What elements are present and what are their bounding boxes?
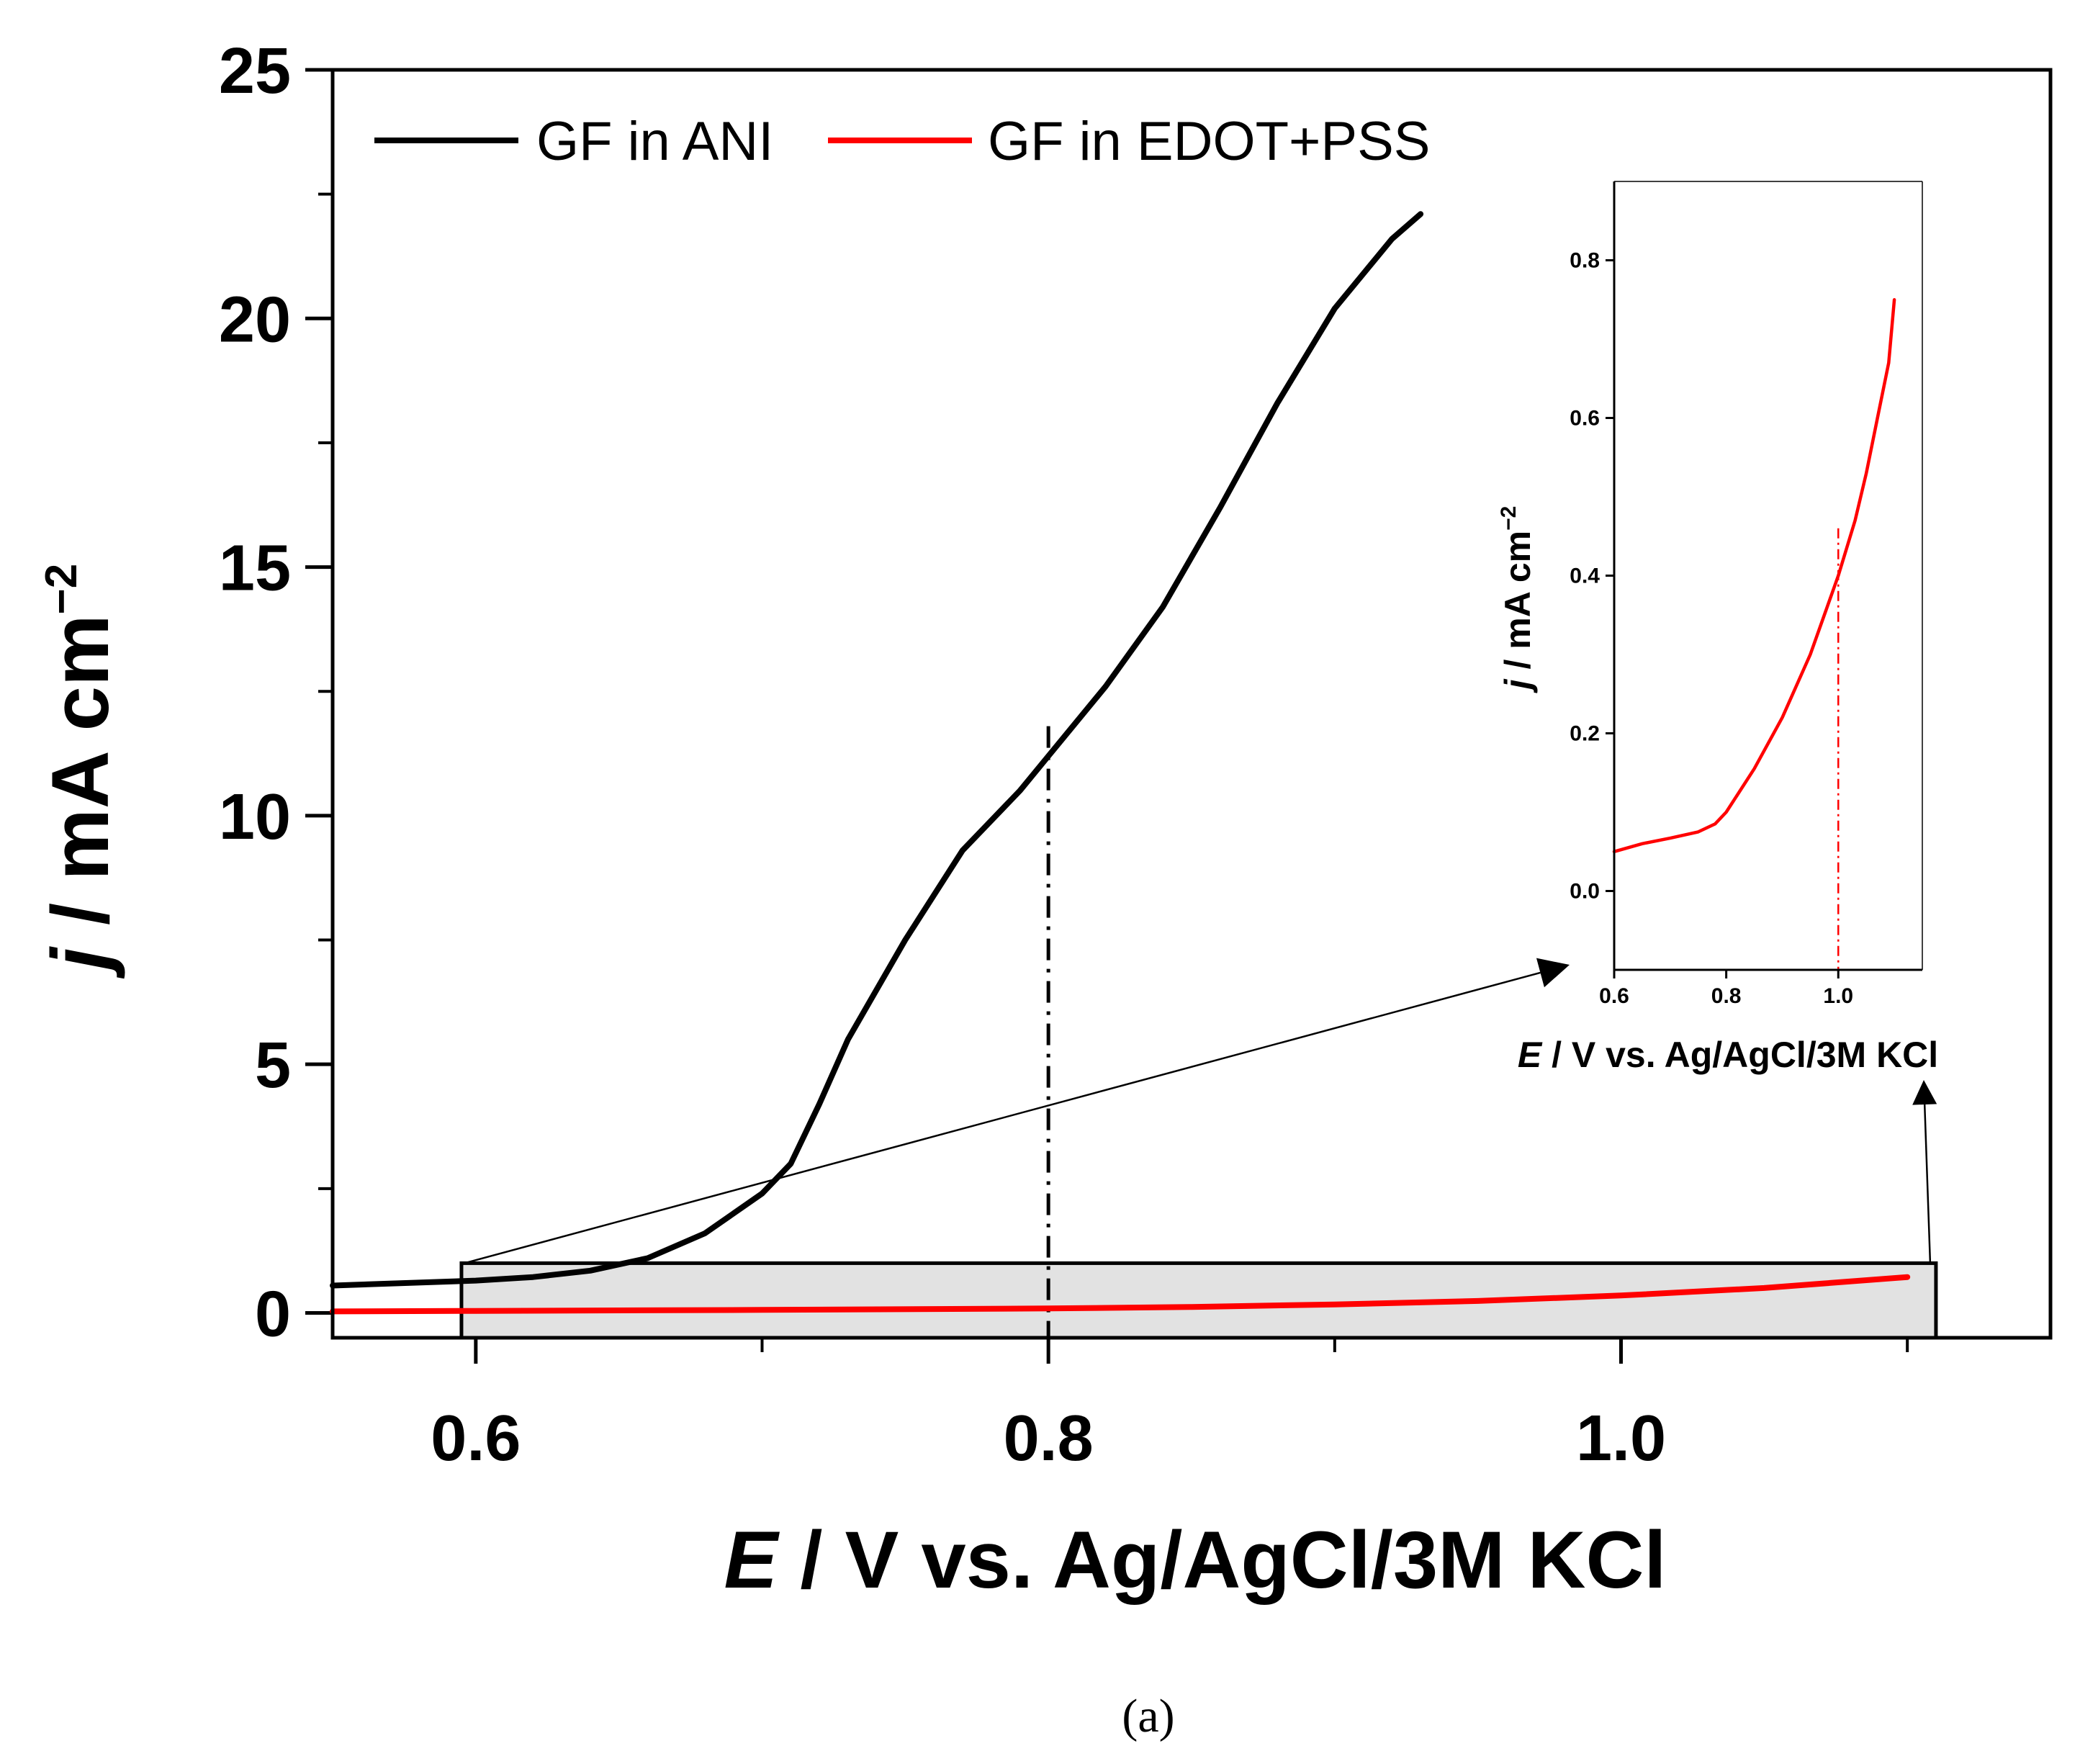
- main-x-tick-label: 0.6: [431, 1403, 521, 1475]
- main-y-tick-label: 0: [255, 1278, 291, 1350]
- series-line-gf-in-edot-pss: [330, 1274, 1911, 1315]
- inset-y-label-sup: −2: [1497, 506, 1521, 531]
- inset-y-tick-label: 0.8: [1570, 249, 1600, 273]
- zoom-connector-line: [464, 971, 1541, 1264]
- inset-series-line-gf-in-edot-pss: [1612, 298, 1896, 854]
- inset-y-axis-label: j / mA cm−2: [1497, 506, 1538, 694]
- inset-plot: 0.0 0.2 0.4 0.6 0.8 0.6 0.8 1.0 E / V vs. Ag/Ag…: [1497, 181, 1938, 1075]
- main-x-label-symbol: E: [724, 1515, 780, 1605]
- legend-label-edot: GF in EDOT+PSS: [988, 111, 1431, 172]
- main-y-tick-label: 5: [255, 1030, 291, 1102]
- inset-y-tick-label: 0.2: [1570, 722, 1600, 746]
- main-x-tick-label: 1.0: [1576, 1403, 1666, 1475]
- main-x-tick-label: 0.8: [1004, 1403, 1094, 1475]
- inset-x-label-symbol: E: [1518, 1035, 1543, 1075]
- zoom-arrowhead: [1536, 958, 1570, 988]
- zoom-connector-line: [1923, 1104, 1932, 1264]
- inset-y-tick-label: 0.6: [1570, 407, 1600, 431]
- inset-x-tick-label: 0.6: [1599, 984, 1629, 1008]
- inset-series-group: [1612, 298, 1896, 854]
- inset-x-tick-label: 0.8: [1711, 984, 1742, 1008]
- series-line-gf-in-ani: [330, 211, 1424, 1289]
- inset-frame: [1613, 181, 1923, 971]
- inset-background: [1614, 181, 1922, 970]
- legend: GF in ANI GF in EDOT+PSS: [374, 111, 1431, 172]
- figure-caption: (a): [1122, 1690, 1174, 1742]
- main-series-group: [330, 211, 1911, 1315]
- main-plot-frame: [330, 68, 2053, 1340]
- inset-y-label-text: / mA cm: [1498, 531, 1538, 680]
- inset-x-axis-label: E / V vs. Ag/AgCl/3M KCl: [1518, 1035, 1938, 1075]
- main-y-tick-label: 25: [219, 35, 291, 107]
- zoom-arrowhead: [1912, 1080, 1937, 1105]
- main-y-label-text: / mA cm: [35, 614, 125, 948]
- inset-x-label-text: / V vs. Ag/AgCl/3M KCl: [1541, 1035, 1938, 1075]
- zoom-region-box: [459, 1261, 1938, 1340]
- legend-label-ani: GF in ANI: [536, 111, 773, 172]
- main-y-tick-label: 15: [219, 533, 291, 605]
- inset-y-label-symbol: j: [1498, 678, 1538, 693]
- main-y-axis-label: j / mA cm−2: [35, 564, 125, 979]
- main-y-label-sup: −2: [37, 564, 86, 615]
- main-x-label-text: / V vs. Ag/AgCl/3M KCl: [778, 1515, 1666, 1605]
- main-x-axis-label: E / V vs. Ag/AgCl/3M KCl: [724, 1515, 1667, 1605]
- main-ticks: 0 5 10 15 20 25 0.6 0.8 1.0: [219, 35, 1909, 1475]
- main-y-tick-label: 10: [219, 781, 291, 853]
- inset-y-tick-label: 0.4: [1570, 564, 1600, 588]
- inset-x-tick-label: 1.0: [1823, 984, 1853, 1008]
- main-y-tick-label: 20: [219, 284, 291, 356]
- inset-y-tick-label: 0.0: [1570, 880, 1600, 904]
- inset-ticks: 0.0 0.2 0.4 0.6 0.8 0.6 0.8 1.0: [1570, 249, 1853, 1009]
